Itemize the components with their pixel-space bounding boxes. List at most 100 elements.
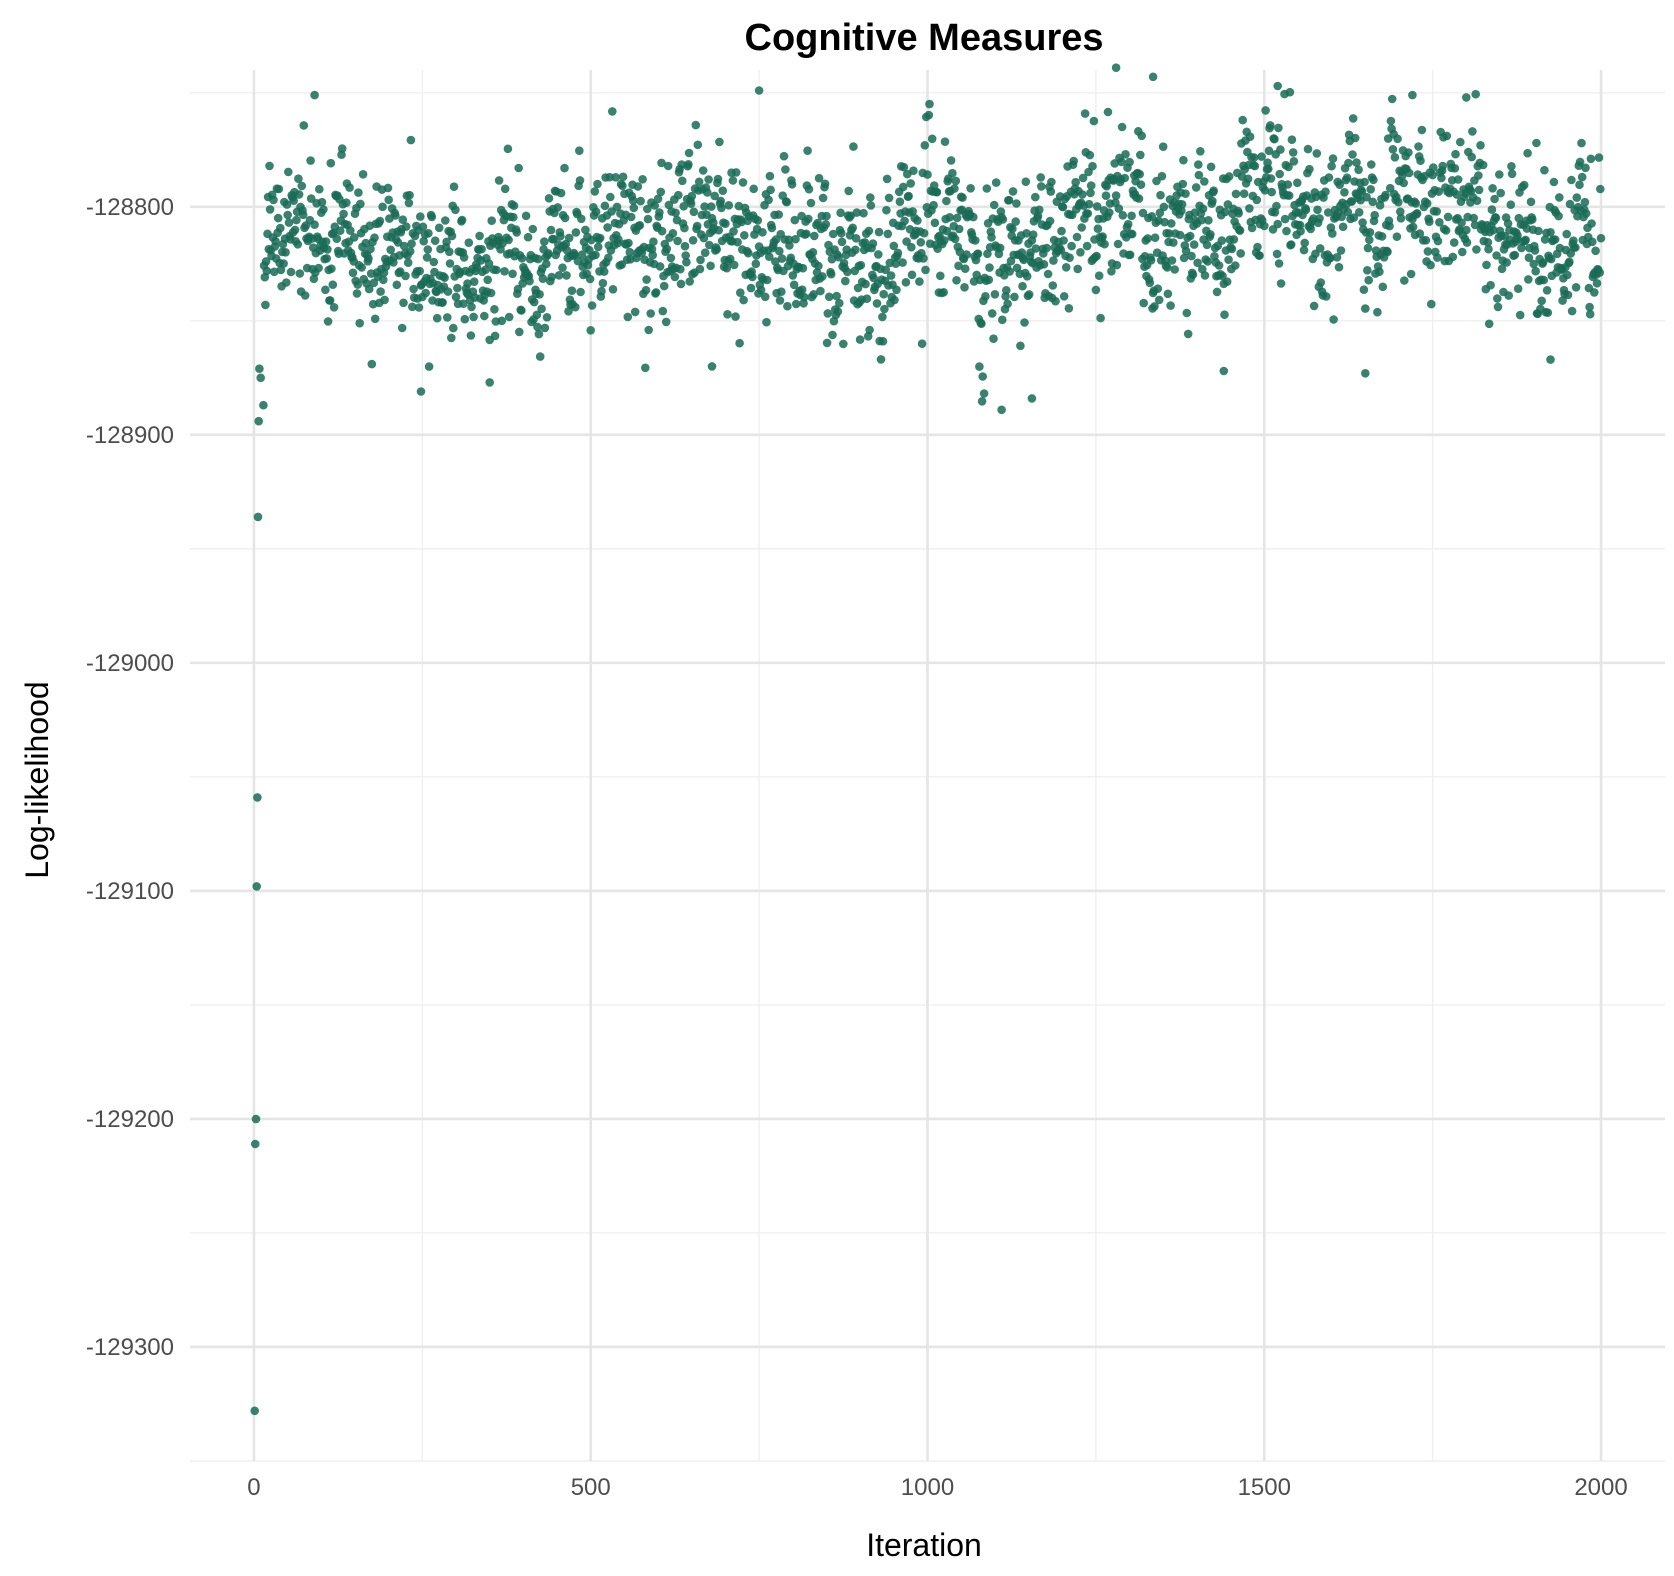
data-point xyxy=(824,292,834,302)
data-point xyxy=(1148,72,1158,82)
data-point xyxy=(1313,205,1322,215)
data-point xyxy=(1231,261,1240,270)
data-point xyxy=(1024,290,1034,299)
data-point xyxy=(1327,161,1336,171)
data-point xyxy=(625,247,635,257)
data-point xyxy=(765,171,775,181)
data-point xyxy=(1175,230,1185,240)
data-point xyxy=(1334,262,1344,272)
data-point xyxy=(1177,200,1187,209)
data-point xyxy=(1580,197,1590,207)
data-point xyxy=(735,338,744,348)
data-point xyxy=(265,205,275,214)
data-point xyxy=(558,263,567,273)
data-point xyxy=(508,269,517,279)
data-point xyxy=(253,512,263,522)
data-point xyxy=(952,213,962,223)
data-point xyxy=(649,237,658,246)
data-point xyxy=(1435,218,1444,227)
data-point xyxy=(1222,277,1232,287)
data-point xyxy=(404,198,414,208)
data-point xyxy=(1156,190,1165,200)
data-point xyxy=(862,294,872,304)
data-point xyxy=(1396,207,1405,216)
data-point xyxy=(416,212,425,221)
data-point xyxy=(740,231,749,240)
data-point xyxy=(1328,229,1337,238)
data-point xyxy=(427,212,437,222)
data-point xyxy=(1286,240,1296,249)
data-point xyxy=(416,387,426,396)
data-point xyxy=(597,286,606,296)
data-point xyxy=(1103,107,1113,117)
data-point xyxy=(1526,197,1536,207)
data-point xyxy=(1255,251,1264,260)
data-point xyxy=(1042,243,1051,253)
data-point xyxy=(492,265,501,275)
data-point xyxy=(1453,175,1463,184)
data-point xyxy=(1422,199,1432,208)
data-point xyxy=(1181,246,1191,256)
data-point xyxy=(790,215,800,225)
data-point xyxy=(1245,132,1255,141)
data-point xyxy=(1502,258,1511,267)
data-point xyxy=(392,280,402,290)
data-point xyxy=(1008,187,1018,196)
data-point xyxy=(687,191,697,201)
data-point xyxy=(855,335,865,344)
data-point xyxy=(746,283,756,293)
data-point xyxy=(1486,280,1495,290)
data-point xyxy=(1266,121,1275,130)
data-point xyxy=(839,339,848,349)
data-point xyxy=(1362,192,1371,202)
data-point xyxy=(273,213,283,223)
data-point xyxy=(1005,267,1014,276)
data-point xyxy=(319,205,328,214)
data-point xyxy=(1299,245,1309,255)
data-point xyxy=(590,187,600,196)
data-point xyxy=(782,197,791,207)
data-point xyxy=(475,231,484,241)
data-point xyxy=(1086,181,1096,190)
data-point xyxy=(1059,236,1068,245)
data-point xyxy=(286,267,296,277)
data-point xyxy=(556,232,565,241)
data-point xyxy=(335,226,345,235)
data-point xyxy=(484,259,494,268)
data-point xyxy=(707,202,716,211)
data-point xyxy=(1398,171,1407,181)
data-point xyxy=(463,279,472,288)
data-point xyxy=(684,160,693,169)
data-point xyxy=(626,212,636,222)
data-point xyxy=(1118,211,1128,220)
data-point xyxy=(1194,170,1204,180)
data-point xyxy=(1476,141,1485,150)
data-point xyxy=(370,233,379,242)
data-point xyxy=(1591,246,1600,256)
data-point xyxy=(1474,185,1484,195)
data-point xyxy=(415,266,425,276)
data-point xyxy=(514,163,523,173)
data-point xyxy=(706,261,715,271)
data-point xyxy=(251,1139,260,1149)
data-point xyxy=(754,86,764,95)
data-point xyxy=(671,208,680,218)
data-point xyxy=(1321,292,1331,301)
data-point xyxy=(281,248,290,257)
data-point xyxy=(666,253,676,263)
data-point xyxy=(808,248,818,257)
data-point xyxy=(1105,208,1114,217)
data-point xyxy=(1456,137,1465,147)
data-point xyxy=(332,234,342,243)
data-point xyxy=(384,195,394,205)
data-point xyxy=(700,202,709,211)
data-point xyxy=(424,362,434,371)
data-point xyxy=(958,193,967,202)
data-point xyxy=(1085,150,1095,160)
data-point xyxy=(1135,169,1144,179)
data-point xyxy=(1575,180,1584,190)
data-point xyxy=(294,174,303,183)
data-point xyxy=(1039,260,1049,269)
y-tick-label: -129000 xyxy=(86,650,174,677)
data-point xyxy=(1324,173,1334,182)
